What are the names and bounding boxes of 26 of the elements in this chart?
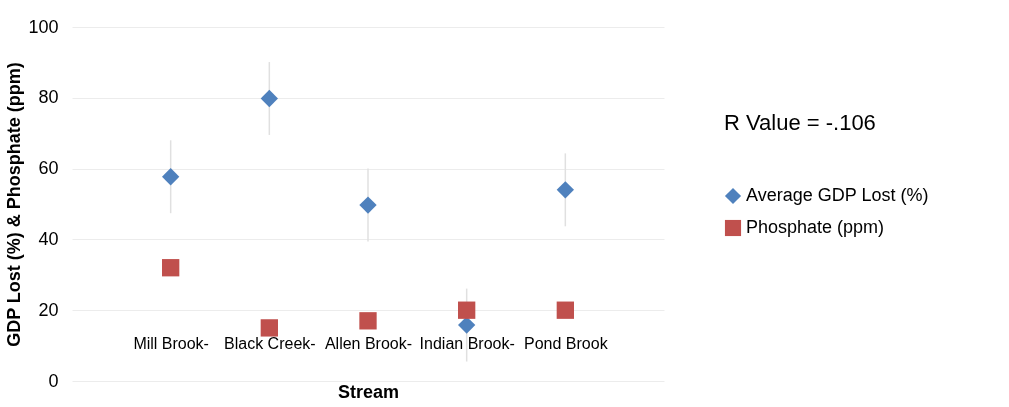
text: R Value = -.106 [724, 110, 876, 135]
point [162, 259, 180, 277]
y-tick-label: 40 [38, 228, 59, 249]
x-tick-label: Allen Brook- [324, 334, 413, 352]
y-tick-label: 0 [48, 370, 59, 391]
point [556, 181, 574, 199]
point [556, 301, 574, 319]
y-tick-label: 60 [38, 158, 59, 179]
point [260, 319, 278, 337]
y-axis-title: GDP Lost (%) & Phosphate (ppm) [4, 62, 25, 347]
point [458, 316, 476, 334]
x-tick-label: Black Creek- [224, 334, 316, 352]
x-tick-label: Pond Brook [524, 334, 609, 352]
x-tick-label: Indian Brook- [419, 334, 515, 352]
legend-label: Phosphate (ppm) [746, 217, 885, 237]
y-tick-label: 20 [38, 299, 59, 320]
legend-label: Average GDP Lost (%) [746, 185, 929, 205]
x-tick-label: Mill Brook- [133, 334, 209, 352]
x-axis-title: Stream [337, 381, 400, 402]
point [260, 89, 278, 108]
point [359, 312, 377, 330]
point [359, 196, 377, 214]
point [458, 301, 476, 319]
point [162, 168, 180, 186]
y-tick-label: 80 [38, 87, 59, 108]
y-tick-label: 100 [28, 16, 59, 37]
